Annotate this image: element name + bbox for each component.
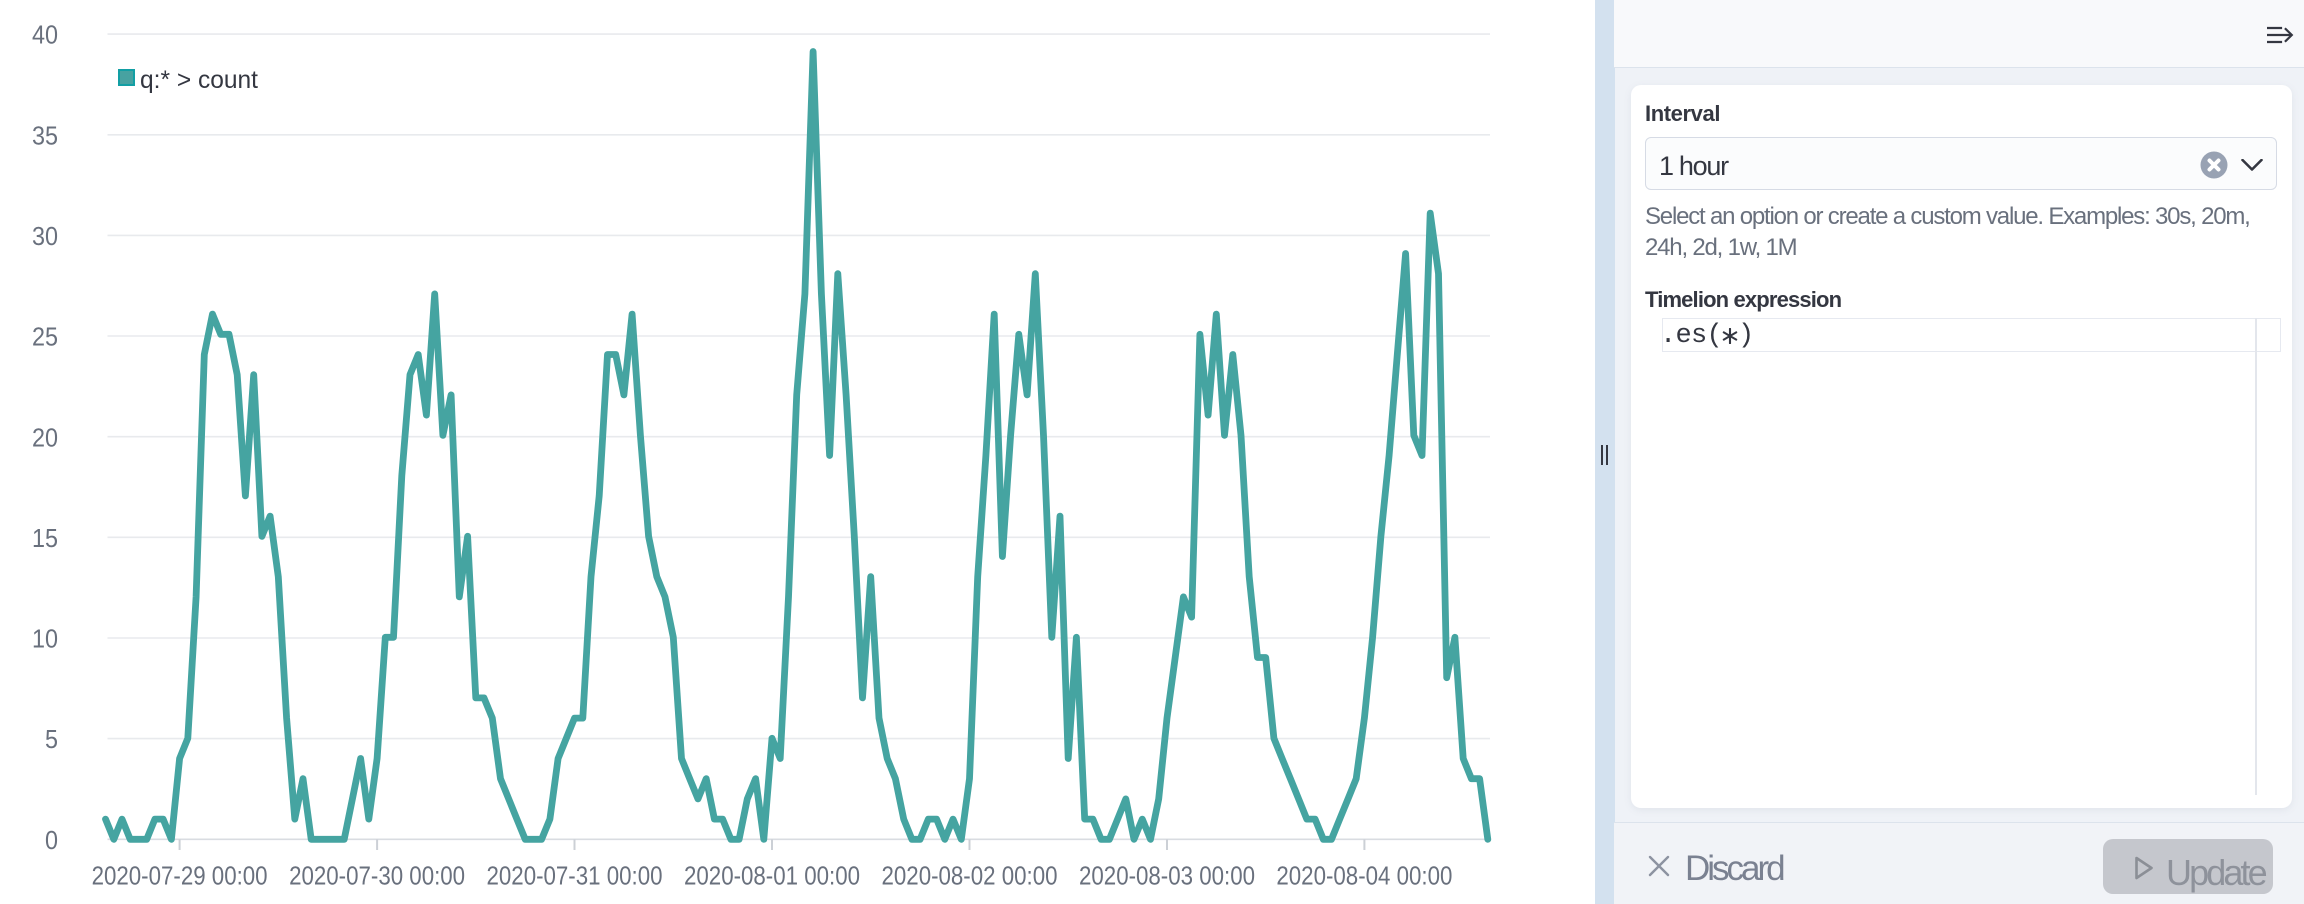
svg-text:15: 15: [32, 523, 58, 553]
svg-text:0: 0: [45, 825, 58, 855]
svg-text:25: 25: [32, 322, 58, 352]
svg-text:40: 40: [32, 20, 58, 50]
svg-text:2020-08-04 00:00: 2020-08-04 00:00: [1276, 861, 1452, 891]
svg-text:2020-08-03 00:00: 2020-08-03 00:00: [1079, 861, 1255, 891]
svg-text:2020-08-01 00:00: 2020-08-01 00:00: [684, 861, 860, 891]
svg-text:30: 30: [32, 221, 58, 251]
svg-text:5: 5: [45, 724, 58, 754]
svg-text:2020-08-02 00:00: 2020-08-02 00:00: [882, 861, 1058, 891]
svg-text:2020-07-29 00:00: 2020-07-29 00:00: [92, 861, 268, 891]
svg-text:20: 20: [32, 422, 58, 452]
svg-text:q:* > count: q:* > count: [140, 66, 258, 94]
svg-text:2020-07-30 00:00: 2020-07-30 00:00: [289, 861, 465, 891]
svg-text:35: 35: [32, 120, 58, 150]
svg-text:2020-07-31 00:00: 2020-07-31 00:00: [487, 861, 663, 891]
svg-text:10: 10: [32, 624, 58, 654]
